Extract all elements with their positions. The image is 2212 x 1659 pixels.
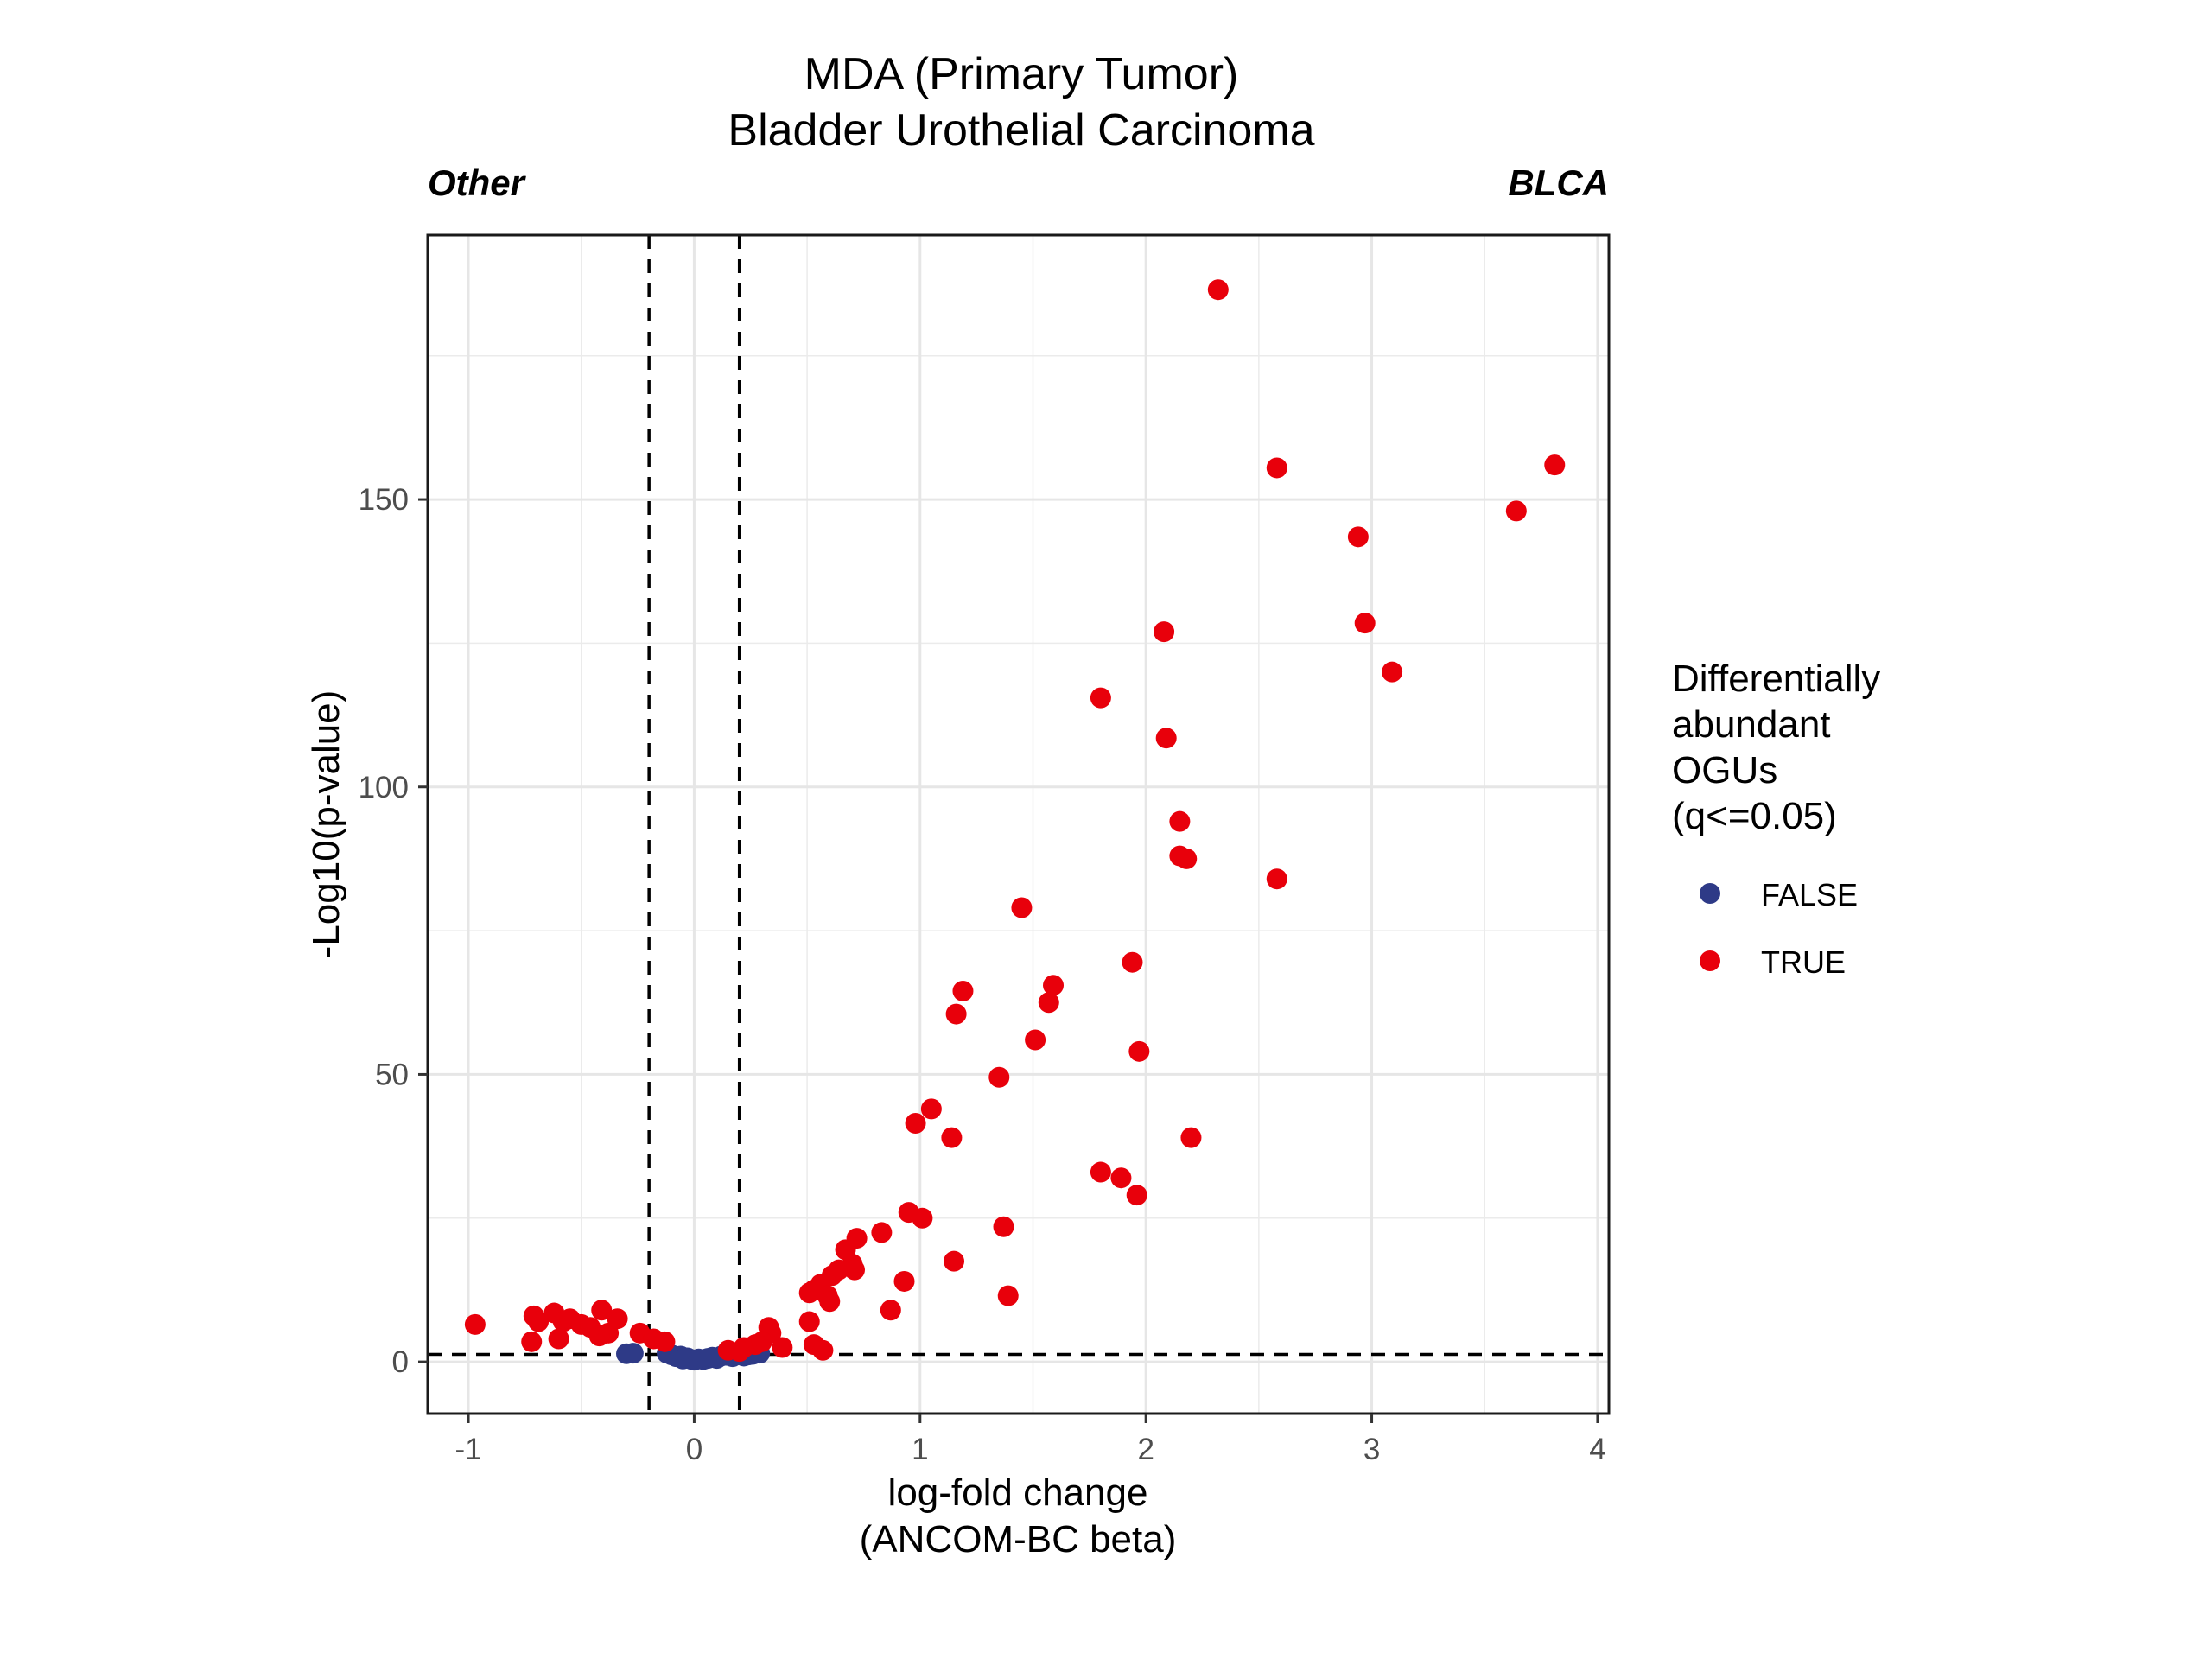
legend-label-false: FALSE [1761, 877, 1858, 912]
point-true [893, 1270, 915, 1292]
point-true [1544, 454, 1566, 476]
point-false [622, 1343, 644, 1364]
point-true [945, 1003, 967, 1025]
x-tick-label: 4 [1589, 1433, 1605, 1466]
point-true [751, 1331, 772, 1352]
point-true [1382, 661, 1403, 683]
legend-title-line-3: OGUs [1672, 749, 1777, 791]
x-tick-label: 3 [1363, 1433, 1380, 1466]
y-axis-ticks: 0 50 100 150 [359, 483, 428, 1379]
legend-swatch-true [1700, 950, 1720, 971]
point-true [1347, 526, 1369, 548]
point-true [1155, 728, 1177, 749]
point-true [607, 1308, 628, 1330]
point-true [912, 1207, 933, 1229]
legend-swatch-false [1700, 883, 1720, 904]
chart-title-line-2: Bladder Urothelial Carcinoma [728, 105, 1314, 156]
legend-title-line-1: Differentially [1672, 658, 1880, 700]
point-true [871, 1222, 893, 1243]
point-true [1043, 975, 1065, 996]
point-true [1090, 1161, 1111, 1183]
left-group-label: Other [428, 162, 527, 203]
data-points [464, 279, 1566, 1371]
x-axis-title-line-2: (ANCOM-BC beta) [860, 1518, 1177, 1560]
point-true [1176, 848, 1198, 869]
point-true [728, 1341, 750, 1363]
point-true [591, 1300, 613, 1321]
x-tick-label: 0 [686, 1433, 702, 1466]
point-true [528, 1311, 550, 1332]
point-true [521, 1331, 543, 1352]
legend: Differentially abundant OGUs (q<=0.05) F… [1672, 658, 1880, 980]
legend-label-true: TRUE [1761, 944, 1846, 980]
point-true [905, 1112, 926, 1134]
point-true [1266, 868, 1287, 890]
point-true [993, 1216, 1014, 1237]
point-true [952, 980, 974, 1001]
legend-title-line-2: abundant [1672, 703, 1831, 746]
plot-panel-border [426, 233, 1611, 1415]
point-true [1154, 621, 1175, 643]
point-true [1090, 687, 1111, 709]
point-true [1128, 1040, 1150, 1062]
point-true [1354, 613, 1376, 634]
point-true [1038, 992, 1059, 1014]
x-tick-label: -1 [454, 1433, 481, 1466]
y-tick-label: 50 [375, 1058, 409, 1091]
point-true [548, 1328, 569, 1350]
point-true [798, 1282, 820, 1304]
point-true [1110, 1167, 1132, 1189]
y-tick-label: 150 [359, 483, 409, 517]
point-true [772, 1337, 793, 1358]
y-tick-label: 0 [392, 1345, 409, 1379]
point-true [844, 1259, 866, 1281]
legend-title-line-4: (q<=0.05) [1672, 795, 1837, 837]
point-true [997, 1285, 1019, 1306]
point-true [1169, 810, 1191, 832]
point-true [941, 1127, 963, 1148]
x-tick-label: 1 [912, 1433, 928, 1466]
point-true [798, 1311, 820, 1332]
point-true [944, 1250, 965, 1272]
point-true [464, 1313, 486, 1335]
point-true [880, 1300, 901, 1321]
x-tick-label: 2 [1137, 1433, 1154, 1466]
point-true [1025, 1029, 1046, 1051]
point-true [588, 1325, 610, 1347]
point-true [1011, 897, 1033, 918]
point-true [812, 1339, 834, 1361]
reference-lines [428, 235, 1609, 1414]
chart-title-line-1: MDA (Primary Tumor) [804, 49, 1239, 99]
point-true [920, 1098, 942, 1120]
point-true [1122, 951, 1143, 973]
point-true [1266, 457, 1287, 479]
point-true [819, 1291, 841, 1313]
point-true [1505, 500, 1527, 522]
point-true [988, 1066, 1010, 1088]
y-axis-title: -Log10(p-value) [305, 690, 347, 959]
point-true [1180, 1127, 1202, 1148]
right-group-label: BLCA [1508, 162, 1609, 203]
point-true [1207, 279, 1229, 301]
y-tick-label: 100 [359, 771, 409, 804]
x-axis-title-line-1: log-fold change [888, 1471, 1148, 1514]
point-true [1126, 1185, 1147, 1206]
point-true [654, 1331, 676, 1352]
grid-lines [428, 235, 1609, 1414]
x-axis-ticks: -1 0 1 2 3 4 [454, 1414, 1606, 1466]
